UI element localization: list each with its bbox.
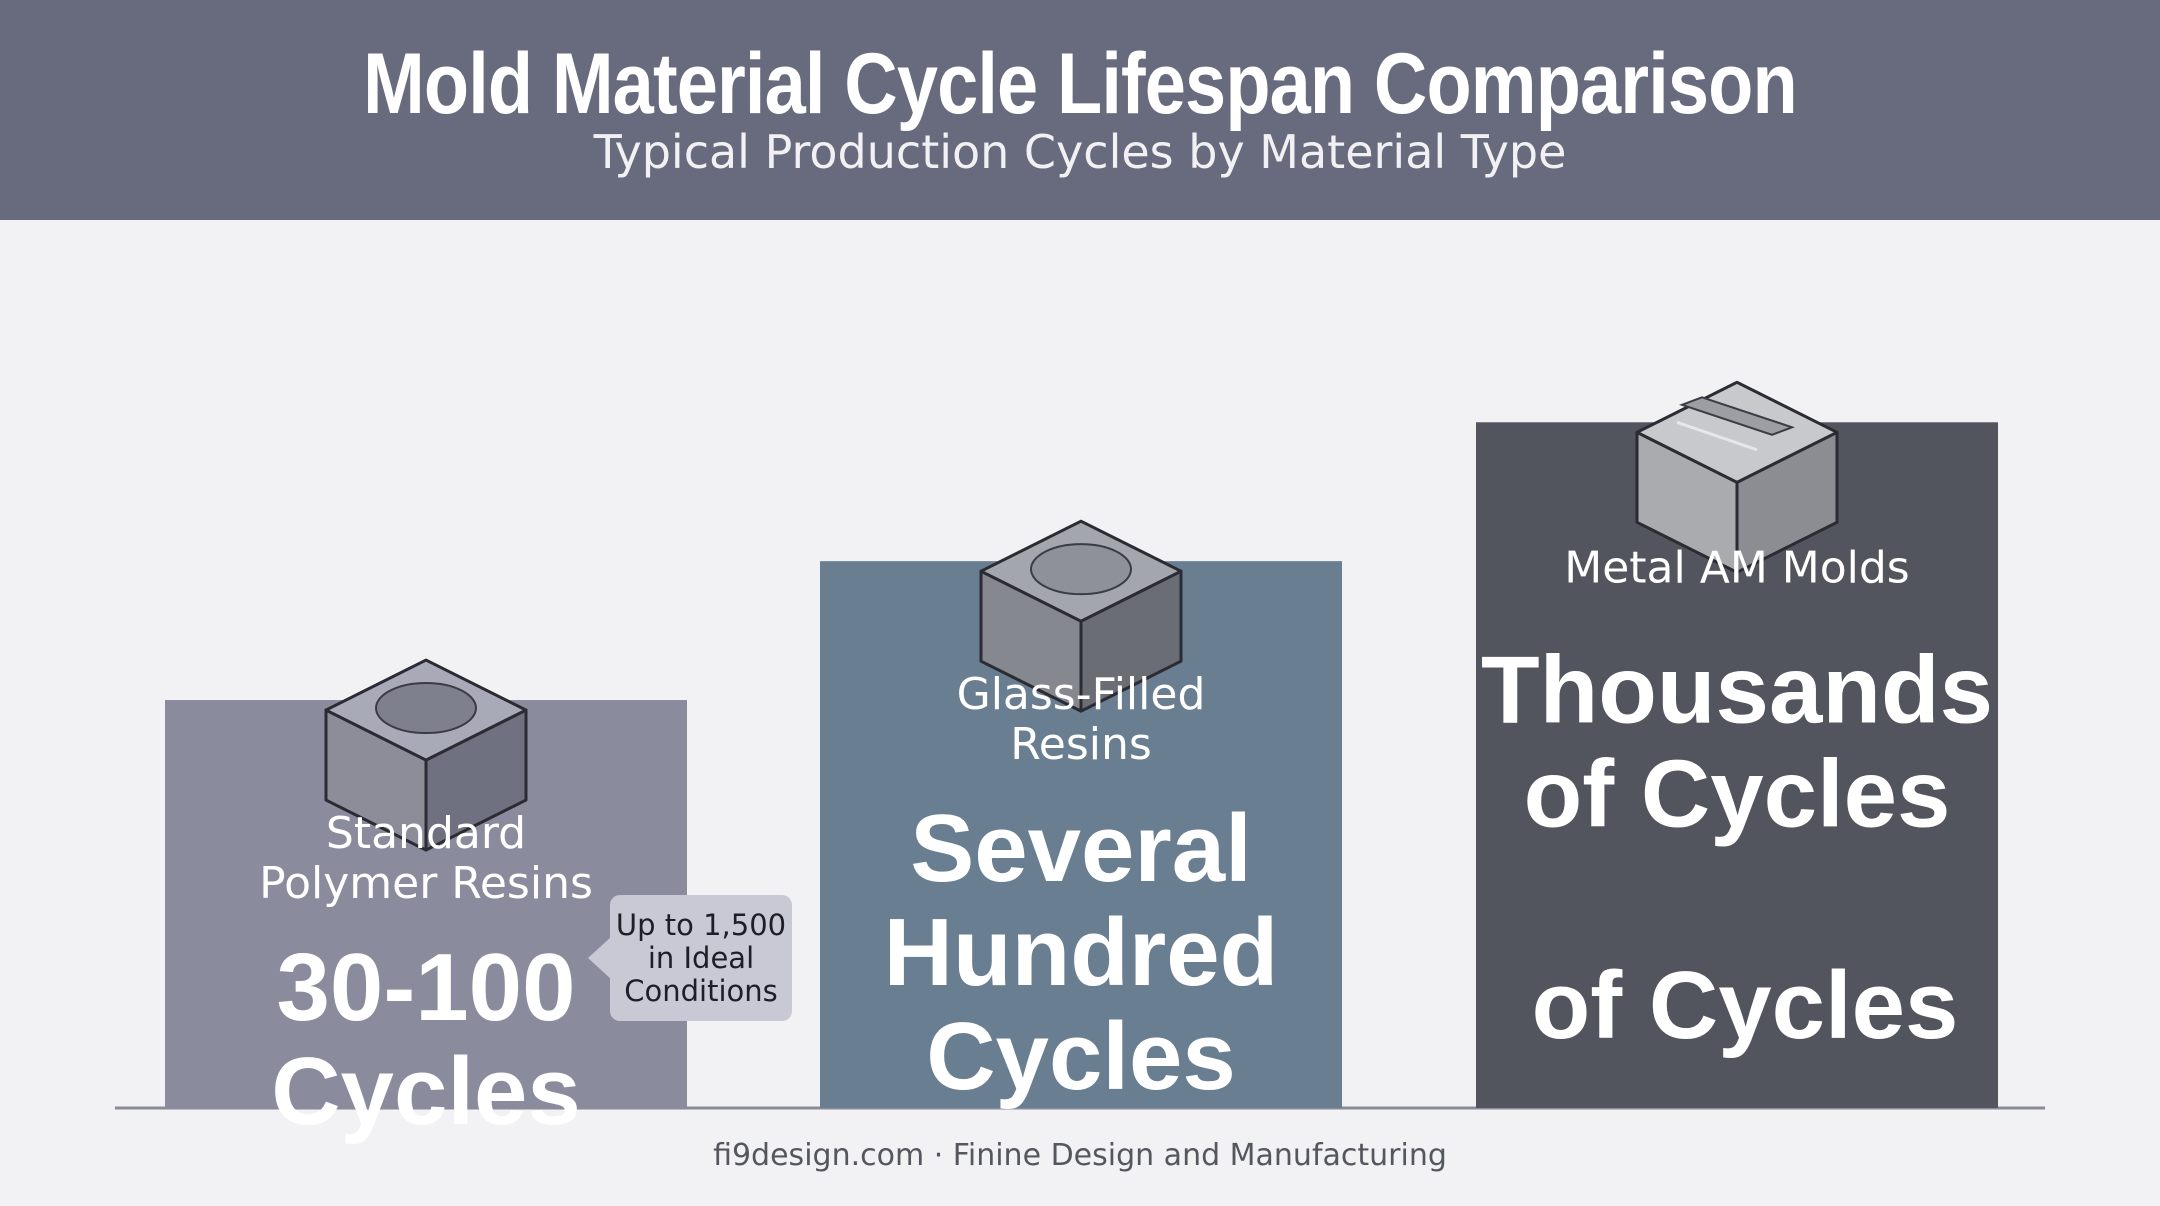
value-label-2-line-1: Several [910,795,1252,902]
value-label-2-line-3: Cycles [926,1003,1236,1110]
chart-subtitle: Typical Production Cycles by Material Ty… [593,125,1567,179]
polymer-mold-block-icon [324,658,528,852]
callout-text-line-1: Up to 1,500 [616,908,786,942]
footer-credit: fi9design.com · Finine Design and Manufa… [713,1138,1447,1173]
category-label-3-line-1: Metal AM Molds [1564,542,1909,593]
value-label-1-line-1: 30-100 [277,934,576,1041]
value-label-3-line-2: of Cycles [1524,740,1951,847]
value-label-1-line-2: Cycles [271,1038,581,1145]
callout-bubble [610,895,792,1021]
callout-text-line-2: in Ideal [648,941,754,975]
category-label-1-line-2: Polymer Resins [259,858,593,909]
chart-title: Mold Material Cycle Lifespan Comparison [363,36,1798,132]
value-label-3-line-1: Thousands [1481,636,1993,743]
category-label-2-line-2: Resins [1010,719,1152,770]
value-label-3-extra: of Cycles [1532,952,1959,1059]
callout-text-line-3: Conditions [624,974,778,1008]
metal-mold-block-icon [1635,380,1839,574]
category-label-2-line-1: Glass-Filled [957,669,1206,720]
glass-filled-mold-block-icon [979,519,1183,713]
category-label-1-line-1: Standard [326,808,526,859]
callout-pointer [588,937,611,979]
value-label-2-line-2: Hundred [884,899,1279,1006]
header-banner: Mold Material Cycle Lifespan Comparison … [0,0,2160,220]
